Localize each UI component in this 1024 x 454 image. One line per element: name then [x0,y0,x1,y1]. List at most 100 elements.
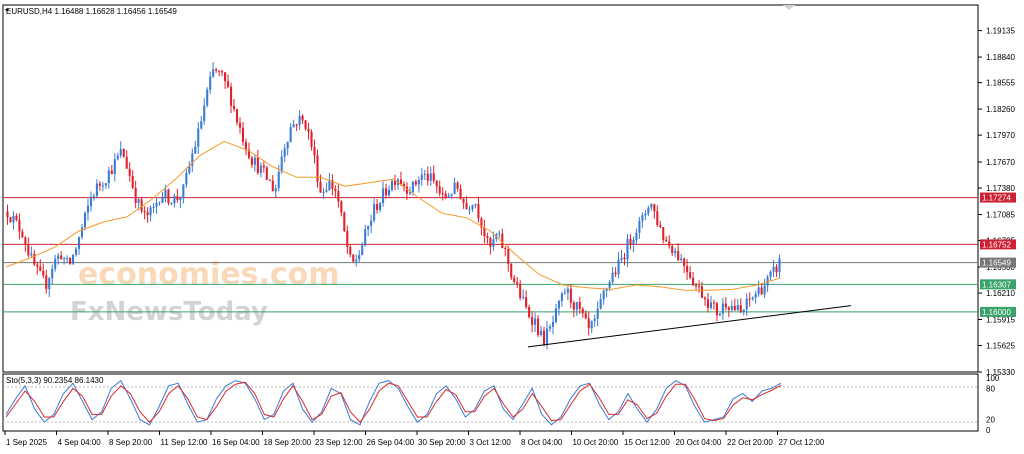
candle-body [283,148,286,157]
candle-body [307,128,310,132]
time-tick-label: 15 Oct 12:00 [624,438,670,447]
candle-body [191,153,194,166]
candle-body [60,255,63,260]
candle-body [215,69,218,71]
candle-body [80,227,84,238]
candle-body [757,287,760,294]
candle-body [280,156,283,172]
trendline[interactable] [527,305,852,348]
candle-body [328,180,331,191]
candle-body [247,149,250,158]
candle-body [429,173,432,181]
oscillator-pane-frame [2,373,979,432]
candle-body [751,297,754,299]
candle-body [33,253,36,265]
candle-body [695,285,698,287]
candle-body [465,202,468,210]
candle-body [602,290,605,300]
scroll-marker-icon[interactable] [783,5,795,10]
price-tick-label: 1.17085 [986,211,1015,220]
candle-body [697,286,701,288]
candle-body [626,238,629,260]
candle-body [650,204,653,208]
candle-body [182,184,185,198]
price-tick-label: 1.15915 [986,316,1015,325]
price-tick-label: 1.17970 [986,131,1015,140]
candle-body [200,121,203,129]
candle-body [376,204,379,211]
candle-body [57,255,60,259]
candle-body [75,248,78,255]
header-collapse-icon[interactable] [5,9,9,12]
candle-body [599,299,602,309]
candle-body [659,225,662,227]
candle-body [364,229,367,246]
time-tick-label: 20 Oct 04:00 [676,438,722,447]
candle-body [662,226,665,240]
oscillator-tick-label: 0 [986,426,991,435]
level-tag-label: 1.16307 [982,280,1011,289]
candle-body [63,258,66,260]
price-pane: EURUSD,H4 1.16488 1.16628 1.16456 1.1654… [2,4,979,373]
price-tick-label: 1.15330 [986,368,1015,377]
candle-body [435,180,438,187]
candle-body [727,307,730,310]
candle-body [766,276,769,286]
candle-body [107,170,110,184]
candle-body [522,297,525,299]
candle-body [232,105,236,110]
candle-body [379,202,382,211]
candle-body [581,308,584,314]
candle-body [653,204,656,212]
oscillator-label: Sto(5,3,3) 90.2354 86.1430 [6,376,104,385]
oscillator-signal-line [5,381,782,423]
candle-body [507,248,510,264]
candle-body [742,309,745,313]
candle-body [185,172,188,185]
candle-body [224,72,227,82]
time-tick-label: 30 Sep 20:00 [418,438,466,447]
candle-body [24,237,27,245]
candle-body [36,264,39,267]
candle-body [358,254,361,260]
candle-body [405,186,408,194]
candle-body [510,263,513,278]
candle-body [83,212,87,228]
time-tick-label: 23 Sep 12:00 [315,438,363,447]
level-tag-bg [980,306,1016,317]
candle-body [158,202,161,204]
candle-body [265,167,268,180]
candle-body [313,147,316,156]
candle-body [575,301,578,310]
candle-body [420,174,423,180]
candle-body [12,215,15,223]
price-tick-label: 1.19135 [986,27,1015,36]
candle-body [498,233,501,235]
candle-body [501,233,504,249]
candle-body [572,302,575,310]
candle-body [712,302,715,304]
candle-body [241,127,245,142]
level-tag-label: 1.16549 [982,259,1011,268]
candle-body [450,193,453,196]
candle-body [292,124,295,128]
candle-body [212,69,215,77]
candle-body [692,277,695,286]
candle-body [271,180,274,192]
candle-body [411,181,414,193]
candle-body [319,181,322,193]
candle-body [355,259,358,262]
candle-body [408,192,411,194]
candle-body [128,168,131,176]
time-tick-label: 8 Oct 04:00 [521,438,563,447]
candle-body [393,180,397,185]
candle-body [197,128,200,147]
price-tick-label: 1.17380 [986,184,1015,193]
candle-body [101,185,104,187]
candle-body [459,188,462,199]
candle-body [72,254,75,264]
candle-body [516,282,519,284]
level-tag-label: 1.17274 [982,194,1011,203]
candle-body [146,212,149,216]
